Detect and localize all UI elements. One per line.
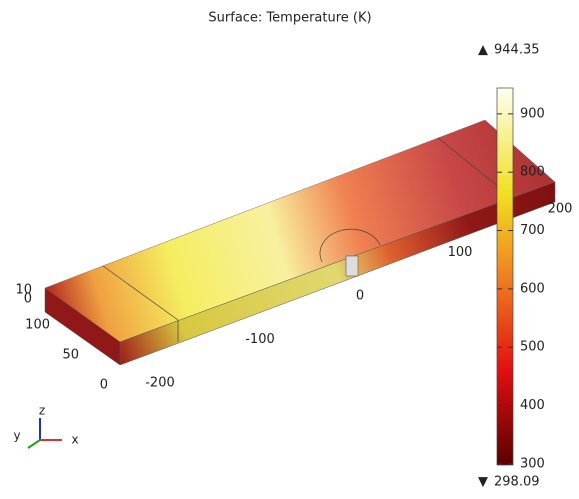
min-arrow: ▼ <box>478 475 488 490</box>
colorbar-tick-label: 400 <box>520 398 545 413</box>
top-face <box>45 120 555 342</box>
max-label: 944.35 <box>494 43 540 58</box>
z-tick-label: 10 <box>15 283 32 298</box>
x-tick-label: -100 <box>245 332 275 347</box>
colorbar-tick-label: 700 <box>520 223 545 238</box>
slab <box>45 120 555 365</box>
max-arrow: ▲ <box>478 43 488 58</box>
x-tick-label: 200 <box>548 202 573 217</box>
y-tick-label: 50 <box>62 348 79 363</box>
colorbar-tick-label: 900 <box>520 106 545 121</box>
pillar <box>346 256 358 276</box>
x-tick-label: -200 <box>145 376 175 391</box>
triad-label: x <box>71 433 78 447</box>
y-tick-label: 0 <box>100 378 108 393</box>
x-tick-label: 0 <box>356 289 364 304</box>
chart: Surface: Temperature (K) ▲ 944.35 ▼ 298.… <box>0 0 579 495</box>
colorbar <box>497 88 513 465</box>
x-tick-label: 100 <box>448 245 473 260</box>
colorbar-tick-label: 800 <box>520 165 545 180</box>
triad-label: y <box>13 429 20 443</box>
colorbar-tick-label: 600 <box>520 281 545 296</box>
triad-label: z <box>39 404 45 418</box>
y-tick-label: 100 <box>25 318 50 333</box>
triad <box>28 418 62 448</box>
colorbar-tick-label: 300 <box>520 456 545 471</box>
min-label: 298.09 <box>494 475 540 490</box>
chart-title: Surface: Temperature (K) <box>208 11 371 26</box>
colorbar-tick-label: 500 <box>520 340 545 355</box>
